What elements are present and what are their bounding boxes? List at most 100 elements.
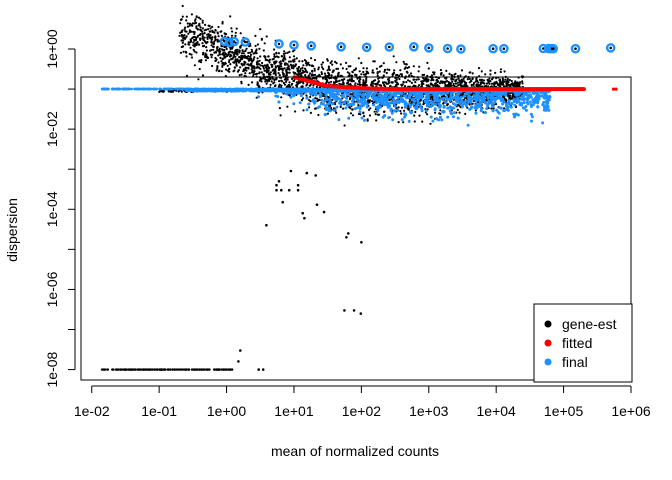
gene-est-point — [292, 55, 296, 58]
gene-est-point — [227, 51, 230, 55]
gene-est-point — [237, 69, 240, 72]
gene-est-point — [262, 67, 265, 70]
gene-est-point — [185, 368, 188, 371]
gene-est-point — [356, 83, 359, 86]
gene-est-point — [399, 69, 402, 72]
gene-est-point — [450, 74, 453, 77]
gene-est-point — [315, 85, 318, 89]
gene-est-point — [371, 69, 374, 72]
gene-est-point — [468, 103, 471, 106]
gene-est-point — [419, 99, 422, 102]
gene-est-point — [484, 73, 487, 76]
gene-est-point — [277, 180, 281, 183]
gene-est-point — [279, 114, 282, 117]
gene-est-point — [365, 71, 369, 74]
final-point — [527, 96, 531, 100]
gene-est-point — [507, 84, 510, 87]
gene-est-point — [303, 67, 307, 70]
gene-est-point — [238, 49, 241, 52]
gene-est-point — [228, 70, 231, 73]
final-point — [345, 96, 348, 100]
gene-est-point — [259, 67, 262, 70]
gene-est-point — [213, 40, 216, 43]
gene-est-point — [229, 47, 232, 51]
gene-est-point — [286, 63, 289, 66]
gene-est-point — [278, 107, 281, 110]
gene-est-point — [293, 79, 296, 82]
gene-est-point — [339, 74, 343, 77]
gene-est-point — [203, 368, 206, 371]
gene-est-point — [398, 74, 401, 77]
gene-est-point — [408, 80, 411, 83]
gene-est-point — [298, 60, 301, 63]
gene-est-point — [412, 65, 415, 68]
gene-est-point — [199, 38, 202, 42]
gene-est-point — [268, 77, 271, 80]
final-point — [548, 94, 552, 98]
gene-est-point — [315, 203, 319, 206]
gene-est-point — [376, 82, 379, 85]
gene-est-point — [111, 368, 115, 371]
final-point — [502, 109, 506, 112]
gene-est-point — [235, 53, 238, 56]
gene-est-point — [447, 81, 450, 84]
gene-est-point — [519, 81, 522, 84]
gene-est-point — [421, 81, 424, 84]
gene-est-point — [300, 99, 303, 102]
gene-est-point — [317, 113, 320, 117]
final-point — [137, 87, 141, 91]
gene-est-point — [368, 101, 371, 104]
gene-est-point — [361, 83, 364, 86]
gene-est-point — [230, 57, 233, 61]
gene-est-point — [308, 106, 311, 109]
gene-est-point — [329, 61, 332, 64]
gene-est-point — [244, 49, 247, 52]
gene-est-point — [296, 183, 300, 187]
gene-est-point — [407, 66, 411, 69]
gene-est-point — [273, 81, 276, 84]
gene-est-point — [275, 52, 278, 55]
gene-est-point — [253, 65, 256, 68]
gene-est-point — [141, 368, 145, 371]
final-point — [485, 107, 489, 111]
gene-est-point — [277, 52, 280, 55]
gene-est-point — [472, 82, 476, 85]
final-point — [289, 95, 293, 99]
gene-est-point — [212, 45, 215, 49]
gene-est-point — [443, 82, 446, 85]
final-point — [452, 106, 456, 110]
gene-est-point — [233, 69, 236, 72]
gene-est-point — [471, 77, 474, 81]
gene-est-point — [201, 42, 204, 45]
gene-est-point — [386, 68, 389, 71]
gene-est-point — [320, 63, 323, 66]
gene-est-point — [201, 32, 204, 36]
gene-est-point — [273, 85, 277, 88]
gene-est-point — [322, 67, 325, 71]
gene-est-point — [242, 70, 245, 73]
gene-est-point — [244, 66, 247, 69]
gene-est-point — [399, 109, 402, 113]
gene-est-point — [207, 33, 210, 36]
gene-est-point — [148, 368, 151, 371]
gene-est-point — [413, 114, 416, 117]
gene-est-point — [205, 56, 208, 59]
gene-est-point — [183, 34, 186, 37]
gene-est-point — [509, 94, 512, 97]
gene-est-point — [346, 81, 350, 84]
gene-est-point — [229, 50, 232, 53]
gene-est-point — [306, 71, 309, 74]
gene-est-point — [256, 65, 259, 68]
gene-est-point — [178, 34, 181, 37]
gene-est-point — [488, 77, 491, 80]
gene-est-point — [248, 45, 251, 48]
gene-est-point — [290, 83, 293, 86]
gene-est-point — [203, 29, 206, 32]
gene-est-point — [214, 56, 217, 60]
gene-est-point — [201, 21, 204, 24]
gene-est-point — [184, 26, 187, 29]
gene-est-point — [454, 79, 457, 82]
gene-est-point — [258, 47, 261, 50]
gene-est-point — [365, 67, 368, 70]
gene-est-point — [225, 33, 228, 36]
